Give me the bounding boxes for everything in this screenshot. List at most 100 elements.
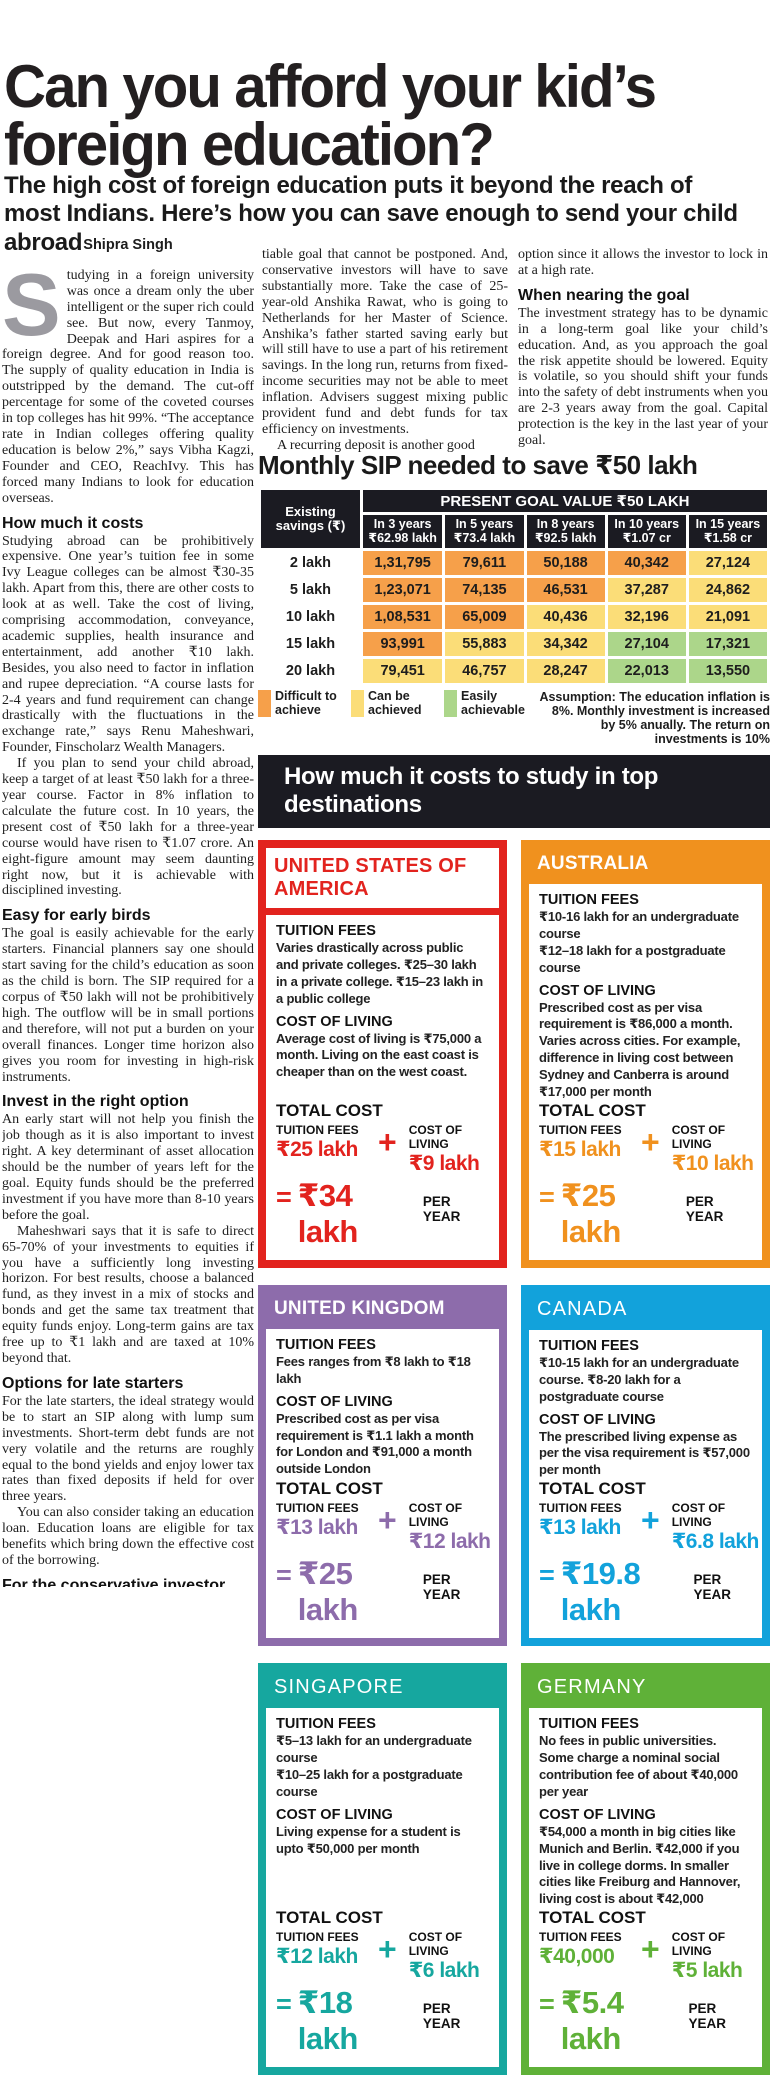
section-heading-options-late-starters: Options for late starters xyxy=(2,1374,184,1392)
total-cost-heading: TOTAL COST xyxy=(539,1479,646,1499)
plus-sign: + xyxy=(378,1123,397,1160)
tuition-fees-text: ₹12–18 lakh for a postgraduate course xyxy=(539,942,726,975)
cost-of-living-heading: COST OF LIVING xyxy=(539,982,656,999)
legend-label: Easily achievable xyxy=(461,689,525,717)
total-living-value: ₹6 lakh xyxy=(408,1959,480,1983)
legend-label: Difficult to achieve xyxy=(275,689,337,717)
total-tuition-col: TUITION FEES ₹25 lakh xyxy=(276,1121,372,1162)
card-australia: AUSTRALIA TUITION FEES ₹10-16 lakh for a… xyxy=(521,840,770,1268)
total-living-col: COST OF LIVING ₹9 lakh xyxy=(409,1121,505,1176)
total-tuition-col: TUITION FEES ₹13 lakh xyxy=(276,1499,372,1540)
sip-group-header: PRESENT GOAL VALUE ₹50 LAKH xyxy=(362,490,767,512)
col-line1: In 15 years xyxy=(695,517,761,531)
total-result-row: = ₹25 lakh PER YEAR xyxy=(276,1556,489,1628)
total-tuition-label: TUITION FEES xyxy=(276,1501,359,1516)
plus-sign: + xyxy=(378,1931,397,1968)
col-line1: In 8 years xyxy=(536,517,595,531)
sip-cell: 79,451 xyxy=(362,659,443,683)
total-result-value: ₹25 lakh xyxy=(297,1556,359,1628)
country-cards-grid: UNITED STATES OF AMERICA TUITION FEES Va… xyxy=(258,840,770,2075)
equals-sign: = xyxy=(539,1560,555,1591)
total-cost-heading: TOTAL COST xyxy=(276,1908,383,1928)
total-tuition-col: TUITION FEES ₹13 lakh xyxy=(539,1499,635,1540)
total-result-value: ₹5.4 lakh xyxy=(560,1985,624,2057)
sip-row-label: 20 lakh xyxy=(261,659,360,683)
equals-sign: = xyxy=(276,1181,292,1212)
total-tuition-col: TUITION FEES ₹40,000 xyxy=(539,1928,635,1969)
total-cost-row: TUITION FEES ₹13 lakh + COST OF LIVING ₹… xyxy=(539,1499,759,1554)
total-living-col: COST OF LIVING ₹10 lakh xyxy=(672,1121,768,1176)
total-result-row: = ₹18 lakh PER YEAR xyxy=(276,1985,489,2057)
tuition-fees-heading: TUITION FEES xyxy=(276,1716,376,1733)
col-line2: ₹1.58 cr xyxy=(703,530,753,545)
total-living-label: COST OF LIVING xyxy=(408,1501,463,1530)
tuition-fees-heading: TUITION FEES xyxy=(276,1336,376,1353)
sip-cell: 13,550 xyxy=(688,659,767,683)
total-cost-heading: TOTAL COST xyxy=(539,1908,646,1928)
equals-sign: = xyxy=(539,1181,555,1212)
sip-cell: 93,991 xyxy=(362,632,443,656)
section-heading-how-much-it-costs: How much it costs xyxy=(2,514,144,532)
sip-row-label: 15 lakh xyxy=(261,632,360,656)
tuition-fees-text: ₹10–25 lakh for a postgraduate course xyxy=(276,1767,463,1799)
sip-col-header: In 8 years ₹92.5 lakh xyxy=(526,515,605,548)
col-line2: ₹73.4 lakh xyxy=(453,530,516,545)
sip-cell: 46,757 xyxy=(445,659,524,683)
col-line2: ₹1.07 cr xyxy=(622,530,671,545)
paragraph: The goal is easily achievable for the ea… xyxy=(2,926,254,1085)
plus-sign: + xyxy=(641,1123,660,1160)
total-living-label: COST OF LIVING xyxy=(408,1930,463,1959)
cost-of-living-heading: COST OF LIVING xyxy=(276,1393,393,1410)
sip-cell: 21,091 xyxy=(688,605,767,629)
col-line2: ₹62.98 lakh xyxy=(368,530,437,545)
card-usa-content: TUITION FEES Varies drastically across p… xyxy=(266,915,499,1260)
byline: Shipra Singh xyxy=(83,238,173,253)
table-legend: Difficult to achieve Can be achieved Eas… xyxy=(258,689,770,746)
col-line1: In 3 years xyxy=(373,517,432,531)
equals-sign: = xyxy=(276,1560,292,1591)
sip-cell: 34,342 xyxy=(526,632,605,656)
article-column-right: option since it allows the investor to l… xyxy=(518,247,768,461)
sip-row-label: 10 lakh xyxy=(261,605,360,629)
card-singapore-title: SINGAPORE xyxy=(274,1676,404,1699)
total-cost-row: TUITION FEES ₹13 lakh + COST OF LIVING ₹… xyxy=(276,1499,491,1554)
sip-col-header: In 5 years ₹73.4 lakh xyxy=(445,515,524,548)
total-tuition-value: ₹12 lakh xyxy=(276,1945,358,1969)
tuition-fees-text: ₹5–13 lakh for an undergraduate course xyxy=(276,1733,472,1766)
card-singapore: SINGAPORE TUITION FEES ₹5–13 lakh for an… xyxy=(258,1663,507,2075)
cost-of-living-text: Prescribed cost as per visa requirement … xyxy=(539,999,741,1100)
sip-cell: 1,23,071 xyxy=(362,578,443,602)
sip-cell: 1,08,531 xyxy=(362,605,443,629)
paragraph: For the late starters, the ideal strateg… xyxy=(2,1393,254,1505)
paragraph: The investment strategy has to be dynami… xyxy=(518,305,768,449)
total-living-label: COST OF LIVING xyxy=(671,1930,726,1959)
paragraph: If you plan to send your child abroad, k… xyxy=(2,756,254,899)
sip-cell: 22,013 xyxy=(607,659,686,683)
sip-row-label: 5 lakh xyxy=(261,578,360,602)
section-heading-invest-right-option: Invest in the right option xyxy=(2,1093,189,1111)
total-living-col: COST OF LIVING ₹5 lakh xyxy=(672,1928,768,1983)
total-tuition-col: TUITION FEES ₹12 lakh xyxy=(276,1928,372,1969)
legend-swatch-difficult xyxy=(258,690,271,717)
sip-cell: 79,611 xyxy=(445,551,524,575)
cost-of-living-text: Living expense for a student is upto ₹50… xyxy=(276,1823,461,1856)
tuition-fees-text: ₹10-15 lakh for an undergraduate course.… xyxy=(539,1354,739,1404)
total-cost-heading: TOTAL COST xyxy=(276,1100,383,1120)
total-result-row: = ₹25 lakh PER YEAR xyxy=(539,1178,752,1250)
total-tuition-label: TUITION FEES xyxy=(539,1122,622,1137)
sip-cell: 40,436 xyxy=(526,605,605,629)
sip-cell: 74,135 xyxy=(445,578,524,602)
total-living-col: COST OF LIVING ₹6 lakh xyxy=(409,1928,505,1983)
tuition-fees-heading: TUITION FEES xyxy=(276,923,376,939)
cost-of-living-text: ₹54,000 a month in big cities like Munic… xyxy=(539,1823,741,1907)
total-tuition-label: TUITION FEES xyxy=(276,1122,359,1137)
paragraph: tiable goal that cannot be postponed. An… xyxy=(262,247,508,437)
card-uk: UNITED KINGDOM TUITION FEES Fees ranges … xyxy=(258,1284,507,1647)
per-year-label: PER YEAR xyxy=(422,2001,461,2032)
col-line2: ₹92.5 lakh xyxy=(534,530,597,545)
total-tuition-value: ₹13 lakh xyxy=(539,1516,621,1540)
total-living-label: COST OF LIVING xyxy=(671,1501,726,1530)
total-tuition-value: ₹40,000 xyxy=(539,1945,615,1969)
card-australia-content: TUITION FEES ₹10-16 lakh for an undergra… xyxy=(529,884,762,1260)
